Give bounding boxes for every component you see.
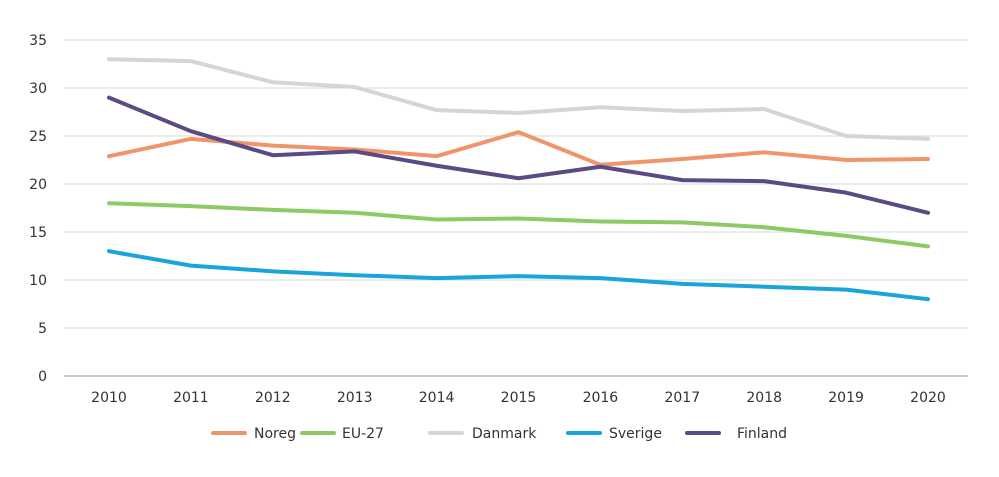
legend-label: Danmark [472, 426, 537, 442]
series-line-sverige [107, 249, 930, 302]
x-tick-label: 2017 [664, 390, 700, 406]
x-tick-label: 2020 [910, 390, 946, 406]
x-tick-label: 2013 [337, 390, 373, 406]
y-tick-label: 0 [38, 369, 47, 385]
y-tick-label: 10 [29, 273, 47, 289]
x-tick-label: 2015 [501, 390, 537, 406]
y-tick-label: 5 [38, 321, 47, 337]
legend-label: EU-27 [342, 426, 384, 442]
series-lines [107, 57, 930, 302]
y-tick-label: 35 [29, 33, 47, 49]
x-tick-label: 2011 [173, 390, 209, 406]
x-tick-label: 2018 [746, 390, 782, 406]
series-line-noreg [107, 130, 930, 167]
series-line-danmark [107, 57, 930, 141]
y-tick-label: 25 [29, 129, 47, 145]
x-tick-label: 2019 [828, 390, 864, 406]
legend: Noreg EU-27 Danmark Sverige Finland [211, 426, 787, 442]
x-tick-label: 2010 [91, 390, 127, 406]
x-axis-ticks: 2010 2011 2012 2013 2014 2015 2016 2017 2018 2019… [91, 390, 946, 406]
legend-label: Sverige [609, 426, 662, 442]
y-axis-ticks: 0 5 10 15 20 25 30 35 [29, 33, 47, 385]
x-tick-label: 2012 [255, 390, 291, 406]
legend-label: Noreg [254, 426, 296, 442]
legend-label: Finland [737, 426, 787, 442]
y-tick-label: 30 [29, 81, 47, 97]
gridlines [64, 39, 968, 377]
series-line-finland [107, 95, 930, 215]
y-tick-label: 15 [29, 225, 47, 241]
y-tick-label: 20 [29, 177, 47, 193]
x-tick-label: 2014 [419, 390, 455, 406]
x-tick-label: 2016 [583, 390, 619, 406]
series-line-eu-27 [107, 201, 930, 249]
